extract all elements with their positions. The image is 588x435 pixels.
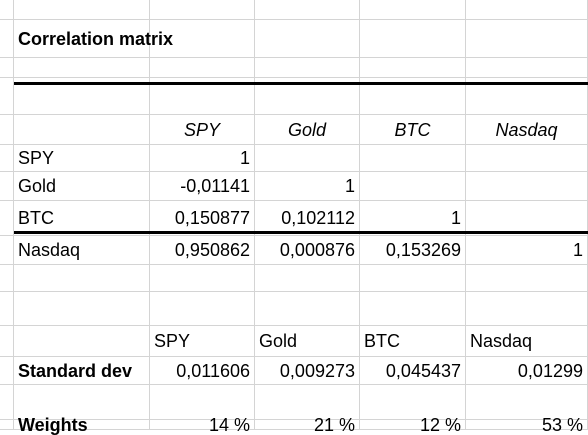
empty-cell[interactable] bbox=[360, 145, 466, 172]
matrix-value-cell[interactable]: 0,150877 bbox=[150, 201, 255, 236]
empty-cell[interactable] bbox=[360, 292, 466, 326]
empty-cell[interactable] bbox=[14, 265, 150, 292]
empty-cell[interactable] bbox=[466, 145, 588, 172]
std-dev-value[interactable]: 0,011606 bbox=[150, 357, 255, 385]
row-gutter-cell[interactable] bbox=[0, 236, 14, 265]
matrix-value-cell[interactable]: 0,950862 bbox=[150, 236, 255, 265]
empty-cell[interactable] bbox=[360, 172, 466, 201]
empty-cell[interactable] bbox=[360, 385, 466, 420]
row-gutter-cell[interactable] bbox=[0, 357, 14, 385]
matrix-value-cell[interactable]: 1 bbox=[466, 236, 588, 265]
empty-cell[interactable] bbox=[360, 20, 466, 58]
empty-cell[interactable] bbox=[14, 385, 150, 420]
matrix-row-label[interactable]: Nasdaq bbox=[14, 236, 150, 265]
matrix-row-label[interactable]: Gold bbox=[14, 172, 150, 201]
row-gutter-cell[interactable] bbox=[0, 20, 14, 58]
empty-cell[interactable] bbox=[255, 58, 360, 78]
empty-cell[interactable] bbox=[150, 292, 255, 326]
matrix-row-label[interactable]: SPY bbox=[14, 145, 150, 172]
matrix-value-cell[interactable]: 0,000876 bbox=[255, 236, 360, 265]
matrix-header-gold[interactable]: Gold bbox=[255, 115, 360, 145]
empty-cell[interactable] bbox=[255, 0, 360, 20]
row-gutter-cell[interactable] bbox=[0, 172, 14, 201]
matrix-value-cell[interactable]: -0,01141 bbox=[150, 172, 255, 201]
empty-cell[interactable] bbox=[360, 0, 466, 20]
empty-cell[interactable] bbox=[255, 78, 360, 115]
empty-cell[interactable] bbox=[150, 385, 255, 420]
empty-cell[interactable] bbox=[14, 326, 150, 357]
std-dev-label[interactable]: Standard dev bbox=[14, 357, 150, 385]
stats-header-nasdaq[interactable]: Nasdaq bbox=[466, 326, 588, 357]
std-dev-value[interactable]: 0,01299 bbox=[466, 357, 588, 385]
row-gutter-cell[interactable] bbox=[0, 201, 14, 236]
weight-value[interactable]: 12 % bbox=[360, 416, 466, 434]
empty-cell[interactable] bbox=[150, 78, 255, 115]
matrix-header-btc[interactable]: BTC bbox=[360, 115, 466, 145]
row-gutter-cell[interactable] bbox=[0, 58, 14, 78]
empty-cell[interactable] bbox=[150, 0, 255, 20]
weight-value[interactable]: 53 % bbox=[466, 416, 588, 434]
weights-label[interactable]: Weights bbox=[14, 416, 150, 434]
empty-cell[interactable] bbox=[14, 292, 150, 326]
matrix-bottom-rule bbox=[14, 231, 588, 234]
empty-cell[interactable] bbox=[14, 115, 150, 145]
empty-cell[interactable] bbox=[255, 265, 360, 292]
row-gutter-cell[interactable] bbox=[0, 420, 14, 430]
empty-cell[interactable] bbox=[14, 78, 150, 115]
stats-header-gold[interactable]: Gold bbox=[255, 326, 360, 357]
matrix-value-cell[interactable]: 0,153269 bbox=[360, 236, 466, 265]
row-gutter-cell[interactable] bbox=[0, 145, 14, 172]
matrix-row-label[interactable]: BTC bbox=[14, 201, 150, 236]
weight-value[interactable]: 21 % bbox=[255, 416, 360, 434]
stats-header-btc[interactable]: BTC bbox=[360, 326, 466, 357]
matrix-value-cell[interactable]: 1 bbox=[150, 145, 255, 172]
empty-cell[interactable] bbox=[466, 265, 588, 292]
matrix-top-rule bbox=[14, 82, 588, 85]
std-dev-value[interactable]: 0,009273 bbox=[255, 357, 360, 385]
matrix-header-spy[interactable]: SPY bbox=[150, 115, 255, 145]
row-gutter-cell[interactable] bbox=[0, 326, 14, 357]
row-gutter-cell[interactable] bbox=[0, 115, 14, 145]
row-gutter-cell[interactable] bbox=[0, 385, 14, 420]
matrix-value-cell[interactable]: 0,102112 bbox=[255, 201, 360, 236]
matrix-value-cell[interactable]: 1 bbox=[360, 201, 466, 236]
empty-cell[interactable] bbox=[466, 58, 588, 78]
empty-cell[interactable] bbox=[14, 0, 150, 20]
row-gutter-cell[interactable] bbox=[0, 292, 14, 326]
empty-cell[interactable] bbox=[14, 58, 150, 78]
empty-cell[interactable] bbox=[150, 58, 255, 78]
empty-cell[interactable] bbox=[466, 172, 588, 201]
row-gutter-cell[interactable] bbox=[0, 78, 14, 115]
empty-cell[interactable] bbox=[466, 0, 588, 20]
empty-cell[interactable] bbox=[360, 58, 466, 78]
row-gutter-cell[interactable] bbox=[0, 0, 14, 20]
weight-value[interactable]: 14 % bbox=[150, 416, 255, 434]
empty-cell[interactable] bbox=[255, 292, 360, 326]
empty-cell[interactable] bbox=[466, 20, 588, 58]
matrix-header-nasdaq[interactable]: Nasdaq bbox=[466, 115, 588, 145]
empty-cell[interactable] bbox=[466, 292, 588, 326]
std-dev-value[interactable]: 0,045437 bbox=[360, 357, 466, 385]
stats-header-spy[interactable]: SPY bbox=[150, 326, 255, 357]
empty-cell[interactable] bbox=[255, 385, 360, 420]
table-title[interactable]: Correlation matrix bbox=[14, 20, 314, 58]
row-gutter-cell[interactable] bbox=[0, 265, 14, 292]
empty-cell[interactable] bbox=[360, 265, 466, 292]
matrix-value-cell[interactable]: 1 bbox=[255, 172, 360, 201]
empty-cell[interactable] bbox=[150, 265, 255, 292]
empty-cell[interactable] bbox=[255, 145, 360, 172]
empty-cell[interactable] bbox=[360, 78, 466, 115]
